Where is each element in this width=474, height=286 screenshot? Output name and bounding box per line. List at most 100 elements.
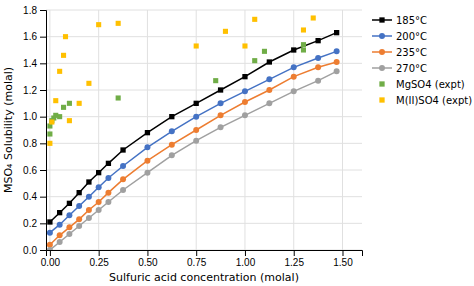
line-marker bbox=[145, 130, 150, 135]
x-axis-tick: 0.75 bbox=[187, 250, 207, 268]
line-marker bbox=[334, 59, 340, 65]
line-marker bbox=[66, 231, 72, 237]
scatter-point bbox=[77, 101, 82, 106]
line-marker bbox=[266, 100, 272, 106]
series bbox=[47, 42, 306, 136]
y-axis-tick-mark bbox=[40, 10, 46, 11]
scatter-point bbox=[61, 105, 66, 110]
grid-line-y bbox=[46, 196, 362, 197]
line-marker bbox=[47, 219, 52, 224]
scatter-point bbox=[63, 34, 68, 39]
grid-line-y bbox=[46, 143, 362, 144]
y-axis-tick-mark bbox=[40, 223, 46, 224]
line-marker bbox=[315, 64, 321, 70]
x-axis-tick: 1.50 bbox=[333, 250, 353, 268]
y-axis-tick-label: 1.6 bbox=[23, 31, 37, 42]
scatter-point bbox=[194, 43, 199, 48]
chart-container: 0.000.250.500.751.001.251.500.00.20.40.6… bbox=[0, 0, 474, 286]
scatter-point bbox=[116, 21, 121, 26]
line-marker bbox=[57, 232, 63, 238]
scatter-point bbox=[301, 27, 306, 32]
x-axis-tick-label: 0.75 bbox=[187, 257, 207, 268]
grid-line-y bbox=[46, 170, 362, 171]
line-marker bbox=[120, 176, 126, 182]
y-axis-tick-mark bbox=[40, 90, 46, 91]
line-marker bbox=[315, 55, 321, 61]
scatter-point bbox=[242, 43, 247, 48]
chart: 0.000.250.500.751.001.251.500.00.20.40.6… bbox=[0, 0, 474, 286]
line-marker bbox=[86, 179, 91, 184]
y-axis-tick-mark bbox=[40, 250, 46, 251]
line-marker bbox=[315, 38, 320, 43]
scatter-point bbox=[252, 58, 257, 63]
line-marker bbox=[47, 242, 53, 248]
line-marker bbox=[315, 78, 321, 84]
line-marker bbox=[76, 223, 82, 229]
legend-swatch-marker bbox=[379, 49, 385, 55]
legend-entry: 200°C bbox=[372, 31, 427, 42]
y-axis-tick: 0.4 bbox=[23, 191, 46, 202]
line-marker bbox=[169, 114, 174, 119]
line-marker bbox=[218, 124, 224, 130]
legend-swatch-marker bbox=[379, 81, 384, 86]
line-marker bbox=[96, 184, 102, 190]
x-axis-tick-mark bbox=[147, 250, 148, 256]
x-axis-tick-mark bbox=[99, 250, 100, 256]
scatter-point bbox=[311, 15, 316, 20]
line-marker bbox=[242, 88, 248, 94]
line-marker bbox=[242, 112, 248, 118]
line-marker bbox=[291, 64, 297, 70]
line-marker bbox=[334, 48, 340, 54]
scatter-point bbox=[49, 119, 54, 124]
y-axis-tick-label: 0.2 bbox=[23, 218, 37, 229]
y-axis-tick: 1.0 bbox=[23, 111, 46, 122]
series-line bbox=[50, 62, 337, 245]
y-axis-tick: 1.6 bbox=[23, 31, 46, 42]
scatter-point bbox=[223, 29, 228, 34]
legend-label: M(II)SO4 (expt) bbox=[396, 95, 472, 106]
scatter-point bbox=[57, 114, 62, 119]
x-axis-tick-label: 0.50 bbox=[138, 257, 158, 268]
y-axis-tick-label: 0.0 bbox=[23, 245, 37, 256]
y-axis-tick: 0.6 bbox=[23, 165, 46, 176]
x-axis-tick: 1.25 bbox=[284, 250, 304, 268]
line-marker bbox=[334, 30, 339, 35]
line-marker bbox=[193, 138, 199, 144]
x-axis-tick-label: 0.25 bbox=[89, 257, 109, 268]
grid bbox=[46, 10, 362, 250]
grid-line-x bbox=[147, 10, 148, 250]
y-axis-tick: 0.2 bbox=[23, 218, 46, 229]
y-axis-tick-mark bbox=[40, 197, 46, 198]
y-axis-tick-label: 1.4 bbox=[23, 58, 37, 69]
line-marker bbox=[96, 199, 102, 205]
line-marker bbox=[47, 247, 53, 250]
line-marker bbox=[120, 187, 126, 193]
line-marker bbox=[120, 163, 126, 169]
legend-label: 185°C bbox=[396, 15, 427, 26]
x-axis-tick-label: 1.50 bbox=[333, 257, 353, 268]
scatter-point bbox=[301, 42, 306, 47]
line-marker bbox=[291, 47, 296, 52]
legend-entry: 235°C bbox=[372, 47, 427, 58]
line-marker bbox=[169, 142, 175, 148]
line-marker bbox=[86, 215, 92, 221]
legend-label: 235°C bbox=[396, 47, 427, 58]
series bbox=[47, 30, 339, 225]
grid-line-y bbox=[46, 223, 362, 224]
y-axis-line bbox=[40, 11, 47, 251]
scatter-point bbox=[262, 49, 267, 54]
line-marker bbox=[57, 210, 62, 215]
scatter-point bbox=[116, 95, 121, 100]
line-marker bbox=[218, 87, 223, 92]
line-marker bbox=[86, 194, 92, 200]
x-axis: 0.000.250.500.751.001.251.50 bbox=[41, 250, 363, 268]
scatter-point bbox=[67, 101, 72, 106]
line-marker bbox=[76, 216, 82, 222]
x-axis-line bbox=[47, 251, 363, 257]
legend-label: 200°C bbox=[396, 31, 427, 42]
line-marker bbox=[76, 203, 82, 209]
line-marker bbox=[266, 76, 272, 82]
scatter-point bbox=[61, 53, 66, 58]
series bbox=[47, 59, 340, 248]
x-axis-tick-mark bbox=[196, 250, 197, 256]
